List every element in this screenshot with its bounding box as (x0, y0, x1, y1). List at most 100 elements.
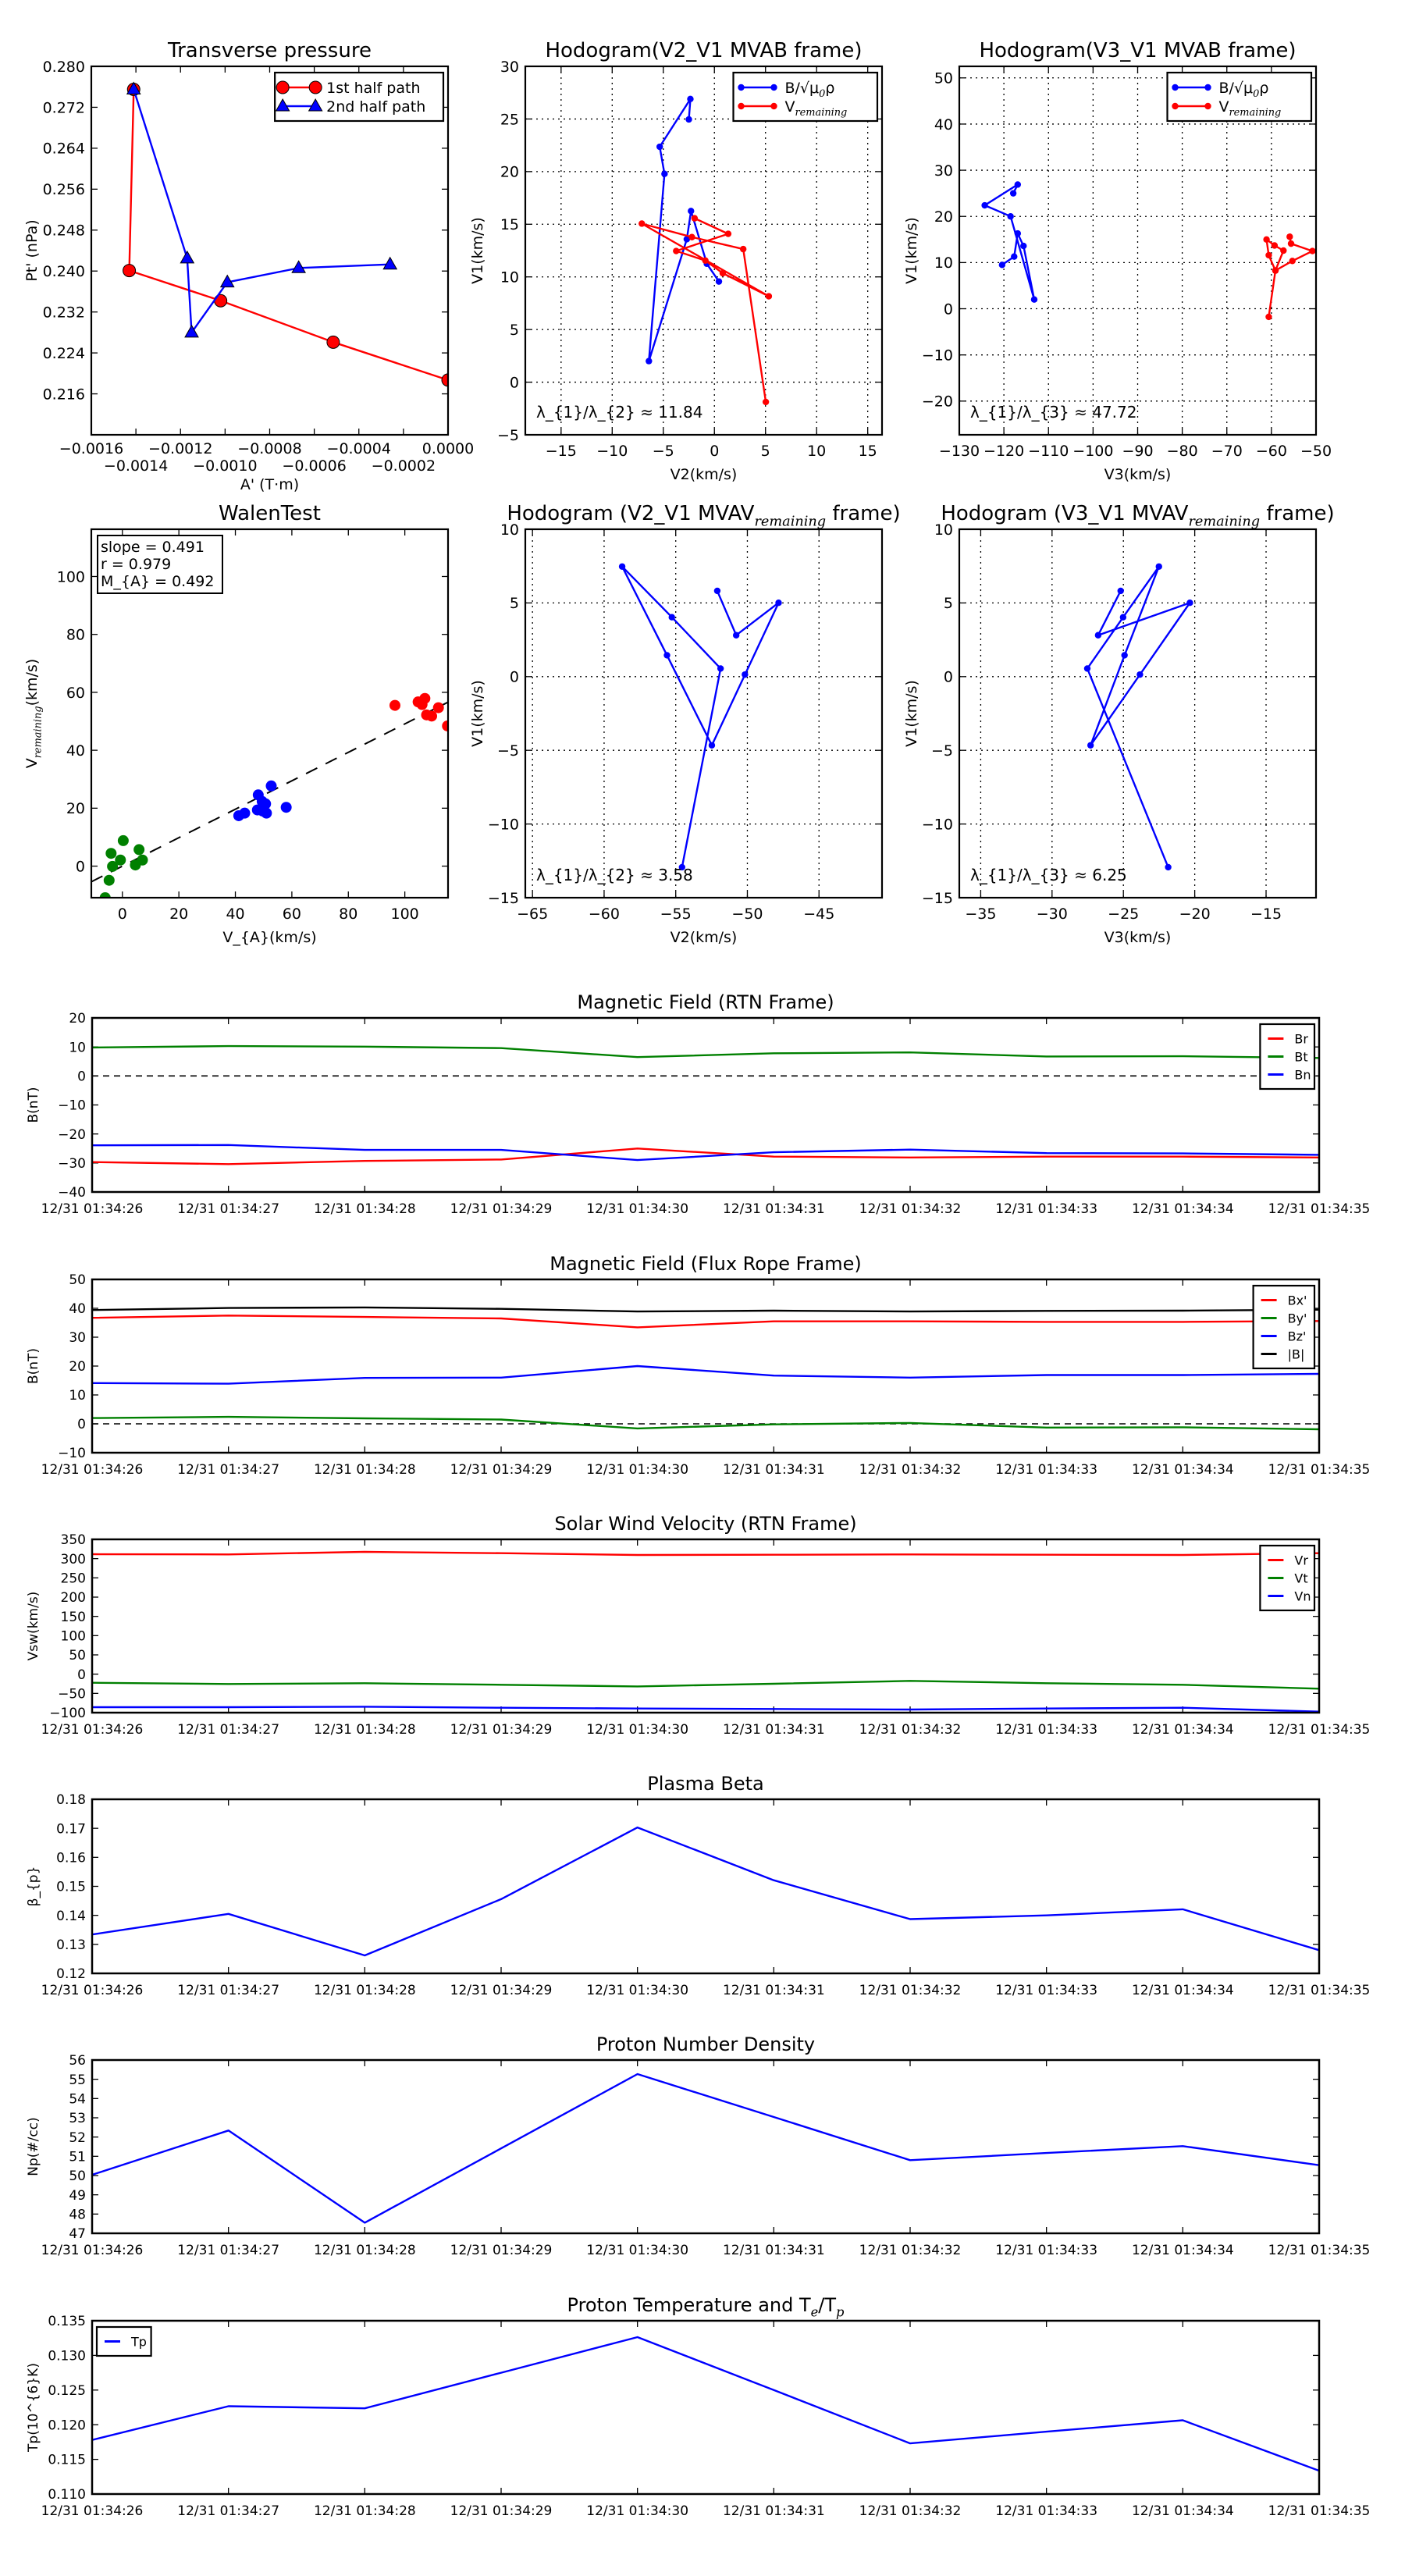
data-point-b-0- (656, 143, 663, 151)
y-tick-label: 40 (69, 1301, 86, 1317)
y-tick-label: 10 (69, 1388, 86, 1404)
data-point-b-0- (1011, 253, 1018, 260)
y-tick-label: 60 (66, 685, 85, 702)
x-tick-label: 12/31 01:34:26 (41, 1201, 144, 1217)
axes-frame (91, 1016, 1321, 1194)
chart-hodogram-v3-v1-mvab: Hodogram(V3_V1 MVAB frame) V3(km/s) V1(km/… (903, 39, 1332, 483)
legend-marker (308, 98, 323, 112)
x-tick-label: 12/31 01:34:26 (41, 1983, 144, 1998)
data-point-v-remaining- (1263, 236, 1270, 244)
y-tick-label: 80 (66, 627, 85, 644)
x-tick-label: −10 (596, 443, 628, 460)
x-tick-label: 12/31 01:34:35 (1268, 1983, 1371, 1998)
chart-magnetic-field-flux-rope: Magnetic Field (Flux Rope Frame) B(nT) 12/… (26, 1253, 1370, 1478)
data-point-series-0 (105, 848, 117, 859)
axes-frame (90, 65, 450, 436)
y-tick-label: 55 (69, 2073, 86, 2088)
y-tick-label: 0.280 (43, 59, 85, 76)
chart-title: WalenTest (219, 502, 321, 525)
legend-marker (738, 84, 745, 91)
legend-label: Vremaining​ (1219, 98, 1282, 119)
x-tick-label: 12/31 01:34:32 (859, 2243, 962, 2258)
x-tick-label: 12/31 01:34:30 (586, 2243, 688, 2258)
x-tick-label: 12/31 01:34:34 (1132, 2503, 1234, 2519)
y-tick-label: 50 (69, 1272, 86, 1288)
legend-label: Br (1294, 1031, 1308, 1046)
x-tick-label: −15 (546, 443, 577, 460)
data-point-b-0- (981, 201, 988, 209)
y-tick-label: 48 (69, 2207, 86, 2222)
data-point-b-0- (687, 95, 694, 103)
y-tick-label: 0.125 (48, 2383, 86, 2399)
data-point-v-remaining- (673, 247, 680, 254)
x-tick-label: 12/31 01:34:31 (723, 1201, 825, 1217)
data-point-b-0- (1009, 190, 1017, 197)
x-tick-label: 12/31 01:34:35 (1268, 1462, 1371, 1478)
data-point-series-1 (239, 807, 251, 819)
legend-marker (276, 80, 290, 94)
legend-label: B/√μ0​ρ (1219, 80, 1269, 100)
y-axis-label: Vsw(km/s) (26, 1592, 41, 1661)
x-tick-label: 12/31 01:34:34 (1132, 2243, 1234, 2258)
fit-statistics-frame (97, 535, 223, 594)
x-tick-label: 12/31 01:34:32 (859, 2503, 962, 2519)
y-tick-label: 0 (944, 669, 953, 686)
x-axis-label: V2(km/s) (670, 466, 738, 483)
data-point-b-0- (683, 236, 691, 243)
legend: Vr Vt Vn (1259, 1544, 1316, 1612)
x-tick-label: −5 (653, 443, 674, 460)
x-axis-label: V3(km/s) (1104, 466, 1172, 483)
y-tick-label: 30 (500, 59, 519, 76)
x-tick-label: −0.0004 (327, 440, 391, 457)
x-tick-label: 12/31 01:34:26 (41, 2243, 144, 2258)
legend-label: Bt (1294, 1049, 1307, 1064)
data-point-series-0 (618, 563, 626, 570)
data-point-series-0 (708, 742, 716, 749)
x-tick-label: 12/31 01:34:32 (859, 1722, 962, 1738)
y-tick-label: 40 (934, 116, 953, 133)
x-tick-label: 12/31 01:34:27 (177, 1983, 279, 1998)
x-tick-label: 0.0000 (422, 440, 474, 457)
plot-area (92, 1826, 1319, 1957)
data-point-series-0 (1121, 652, 1128, 659)
series-line-bn (92, 1144, 1319, 1162)
x-tick-label: −0.0008 (237, 440, 301, 457)
axes-frame (524, 65, 884, 436)
data-point-series-0 (103, 874, 115, 886)
x-tick-label: 12/31 01:34:30 (586, 1983, 688, 1998)
y-tick-label: 25 (500, 111, 519, 128)
data-point-v-remaining- (691, 215, 699, 222)
x-tick-label: 60 (283, 906, 301, 923)
y-tick-label: 100 (61, 1628, 86, 1644)
legend-marker (1172, 84, 1179, 91)
eigenvalue-ratio-annotation: λ_{1}/λ_{2} ≈ 11.84 (536, 403, 703, 422)
legend-marker (738, 102, 745, 110)
x-tick-label: 12/31 01:34:29 (450, 1462, 553, 1478)
data-point-1st-half-path (123, 264, 137, 278)
x-tick-label: −30 (1037, 906, 1068, 923)
data-point-v-remaining- (1280, 247, 1287, 254)
y-axis-label: V1(km/s) (903, 217, 920, 284)
data-point-b-0- (661, 170, 668, 177)
y-tick-label: 250 (61, 1571, 86, 1586)
y-tick-label: 5 (944, 595, 953, 612)
y-tick-label: 15 (500, 216, 519, 233)
x-tick-label: −50 (1300, 443, 1332, 460)
data-point-series-1 (280, 802, 292, 813)
legend-marker (770, 84, 777, 91)
x-tick-label: 15 (859, 443, 877, 460)
legend-label: Bn (1294, 1067, 1311, 1082)
y-tick-label: 40 (66, 742, 85, 760)
plot-area (92, 1550, 1319, 1713)
legend-label: Bx' (1288, 1293, 1307, 1308)
x-tick-label: −50 (731, 906, 763, 923)
axes-frame (91, 1538, 1321, 1714)
chart-walen-test: WalenTest V_{A}(km/s) Vremaining​(km/s) 0 20… (23, 502, 450, 946)
y-tick-label: 0.14 (56, 1909, 86, 1924)
x-tick-label: 12/31 01:34:31 (723, 1983, 825, 1998)
chart-magnetic-field-rtn: Magnetic Field (RTN Frame) B(nT) 12/31 01:… (26, 991, 1370, 1217)
y-tick-label: 30 (934, 162, 953, 180)
y-tick-label: 0.272 (43, 99, 85, 116)
data-point-b-0- (1014, 181, 1022, 188)
